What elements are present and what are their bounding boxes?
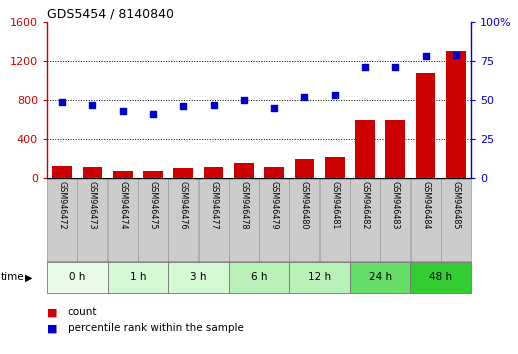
Bar <box>416 73 436 178</box>
Text: GDS5454 / 8140840: GDS5454 / 8140840 <box>47 7 174 20</box>
Point <box>270 105 278 111</box>
Bar <box>410 262 471 293</box>
Text: count: count <box>68 308 97 318</box>
Bar <box>113 171 133 178</box>
Bar <box>411 178 441 262</box>
Bar <box>204 167 223 178</box>
Bar <box>168 178 198 262</box>
Text: 6 h: 6 h <box>251 273 267 282</box>
Text: GSM946472: GSM946472 <box>57 181 67 229</box>
Point <box>88 102 96 108</box>
Text: ■: ■ <box>47 324 57 333</box>
Point <box>119 108 127 114</box>
Bar <box>82 167 102 178</box>
Bar <box>108 262 168 293</box>
Text: GSM946479: GSM946479 <box>270 181 279 229</box>
Bar <box>229 178 259 262</box>
Point <box>240 97 248 103</box>
Text: ■: ■ <box>47 308 57 318</box>
Bar <box>47 178 77 262</box>
Bar <box>295 159 314 178</box>
Text: 24 h: 24 h <box>369 273 392 282</box>
Point <box>149 111 157 117</box>
Bar <box>350 178 380 262</box>
Bar <box>234 163 254 178</box>
Point <box>330 92 339 98</box>
Point <box>300 94 309 100</box>
Point <box>452 52 460 58</box>
Bar <box>138 178 168 262</box>
Text: GSM946482: GSM946482 <box>361 181 369 229</box>
Text: ▶: ▶ <box>25 273 32 282</box>
Text: GSM946477: GSM946477 <box>209 181 218 229</box>
Text: GSM946473: GSM946473 <box>88 181 97 229</box>
Text: 48 h: 48 h <box>429 273 452 282</box>
Text: GSM946480: GSM946480 <box>300 181 309 229</box>
Point <box>58 99 66 104</box>
Bar <box>446 51 466 178</box>
Text: 12 h: 12 h <box>308 273 331 282</box>
Bar <box>77 178 107 262</box>
Bar <box>264 167 284 178</box>
Bar <box>385 120 405 178</box>
Bar <box>289 262 350 293</box>
Bar <box>52 166 72 178</box>
Point <box>422 53 430 59</box>
Text: GSM946476: GSM946476 <box>179 181 188 229</box>
Text: GSM946478: GSM946478 <box>239 181 248 229</box>
Bar <box>174 168 193 178</box>
Bar <box>229 262 289 293</box>
Point <box>209 102 218 108</box>
Text: 0 h: 0 h <box>69 273 85 282</box>
Text: GSM946474: GSM946474 <box>118 181 127 229</box>
Bar <box>143 171 163 178</box>
Text: GSM946475: GSM946475 <box>149 181 157 229</box>
Bar <box>168 262 229 293</box>
Text: GSM946485: GSM946485 <box>451 181 461 229</box>
Bar <box>441 178 471 262</box>
Bar <box>320 178 350 262</box>
Text: 3 h: 3 h <box>190 273 207 282</box>
Point <box>361 64 369 70</box>
Text: percentile rank within the sample: percentile rank within the sample <box>68 324 243 333</box>
Text: time: time <box>1 273 24 282</box>
Bar <box>47 262 108 293</box>
Point <box>391 64 399 70</box>
Bar <box>355 120 375 178</box>
Bar <box>198 178 228 262</box>
Bar <box>290 178 320 262</box>
Text: GSM946483: GSM946483 <box>391 181 400 229</box>
Bar <box>259 178 289 262</box>
Bar <box>325 157 344 178</box>
Text: 1 h: 1 h <box>130 273 146 282</box>
Text: GSM946484: GSM946484 <box>421 181 430 229</box>
Text: GSM946481: GSM946481 <box>330 181 339 229</box>
Point <box>179 103 188 109</box>
Bar <box>380 178 410 262</box>
Bar <box>108 178 138 262</box>
Bar <box>350 262 410 293</box>
